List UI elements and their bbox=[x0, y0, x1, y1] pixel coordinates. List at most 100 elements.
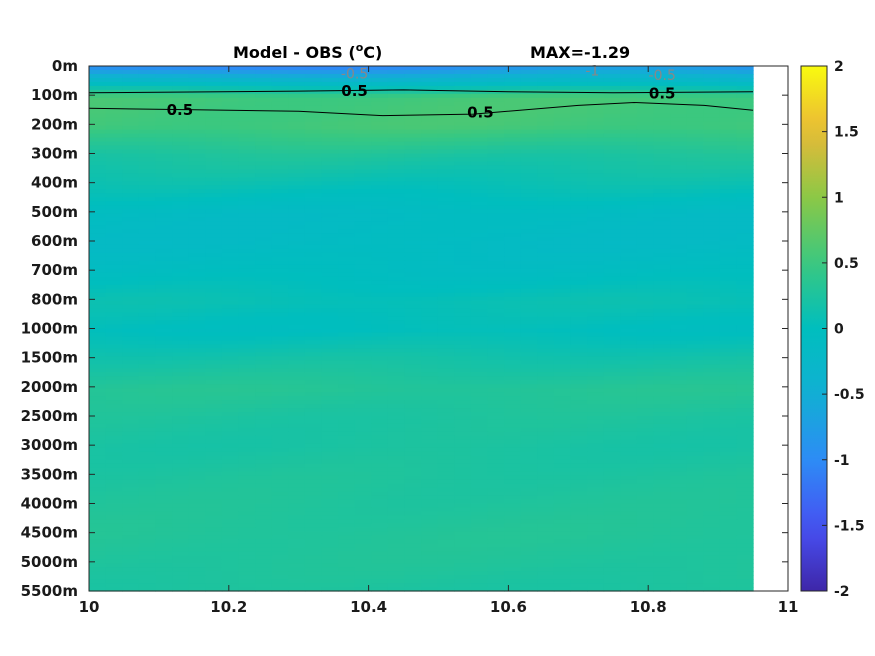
heatmap-cell bbox=[703, 197, 721, 202]
heatmap-cell bbox=[470, 141, 489, 147]
heatmap-cell bbox=[205, 292, 223, 298]
heatmap-cell bbox=[653, 133, 671, 139]
heatmap-cell bbox=[670, 137, 688, 143]
heatmap-cell bbox=[271, 181, 289, 186]
heatmap-cell bbox=[338, 312, 356, 318]
heatmap-cell bbox=[89, 300, 107, 306]
heatmap-cell bbox=[205, 276, 223, 282]
heatmap-cell bbox=[603, 475, 621, 481]
heatmap-cell bbox=[470, 551, 489, 556]
heatmap-cell bbox=[719, 535, 738, 540]
heatmap-cell bbox=[138, 559, 156, 564]
heatmap-cell bbox=[321, 141, 339, 147]
heatmap-cell bbox=[570, 555, 588, 560]
heatmap-cell bbox=[620, 360, 638, 365]
heatmap-cell bbox=[255, 495, 273, 501]
heatmap-cell bbox=[636, 408, 655, 413]
heatmap-cell bbox=[338, 233, 356, 238]
heatmap-cell bbox=[603, 105, 621, 111]
heatmap-cell bbox=[122, 272, 140, 278]
heatmap-cell bbox=[138, 455, 156, 461]
heatmap-cell bbox=[271, 113, 289, 119]
heatmap-cell bbox=[653, 137, 671, 143]
heatmap-cell bbox=[719, 129, 738, 135]
heatmap-cell bbox=[304, 264, 323, 270]
heatmap-cell bbox=[221, 93, 240, 99]
heatmap-cell bbox=[719, 185, 738, 190]
heatmap-cell bbox=[437, 109, 455, 115]
heatmap-cell bbox=[587, 364, 605, 369]
heatmap-cell bbox=[719, 125, 738, 131]
heatmap-cell bbox=[703, 352, 721, 357]
heatmap-cell bbox=[437, 241, 455, 246]
heatmap-cell bbox=[603, 284, 621, 290]
heatmap-cell bbox=[487, 515, 505, 521]
heatmap-cell bbox=[205, 197, 223, 202]
heatmap-cell bbox=[105, 404, 123, 409]
heatmap-cell bbox=[703, 332, 721, 338]
heatmap-cell bbox=[603, 177, 621, 182]
heatmap-cell bbox=[338, 547, 356, 552]
heatmap-cell bbox=[188, 288, 206, 294]
heatmap-cell bbox=[636, 113, 655, 119]
heatmap-cell bbox=[719, 392, 738, 397]
heatmap-cell bbox=[172, 340, 190, 346]
heatmap-cell bbox=[520, 348, 538, 353]
heatmap-cell bbox=[520, 185, 538, 190]
heatmap-cell bbox=[221, 547, 240, 552]
heatmap-cell bbox=[338, 380, 356, 385]
heatmap-cell bbox=[686, 153, 704, 159]
heatmap-cell bbox=[653, 352, 671, 357]
heatmap-cell bbox=[89, 197, 107, 202]
heatmap-cell bbox=[238, 511, 256, 517]
heatmap-cell bbox=[172, 165, 190, 171]
heatmap-cell bbox=[338, 423, 356, 429]
heatmap-cell bbox=[537, 260, 555, 266]
heatmap-cell bbox=[636, 153, 655, 159]
heatmap-cell bbox=[255, 543, 273, 548]
heatmap-cell bbox=[338, 205, 356, 210]
heatmap-cell bbox=[653, 396, 671, 401]
heatmap-cell bbox=[504, 372, 522, 377]
heatmap-cell bbox=[271, 463, 289, 469]
heatmap-cell bbox=[653, 141, 671, 147]
heatmap-cell bbox=[636, 66, 655, 71]
heatmap-cell bbox=[172, 233, 190, 238]
heatmap-cell bbox=[686, 157, 704, 163]
heatmap-cell bbox=[387, 523, 406, 528]
heatmap-cell bbox=[205, 551, 223, 556]
heatmap-cell bbox=[255, 244, 273, 250]
heatmap-cell bbox=[404, 539, 422, 544]
heatmap-cell bbox=[205, 491, 223, 497]
heatmap-cell bbox=[304, 308, 323, 314]
heatmap-cell bbox=[437, 73, 455, 79]
heatmap-cell bbox=[321, 352, 339, 357]
heatmap-cell bbox=[470, 256, 489, 262]
heatmap-cell bbox=[89, 316, 107, 322]
heatmap-cell bbox=[371, 153, 389, 159]
heatmap-cell bbox=[221, 427, 240, 433]
heatmap-cell bbox=[470, 153, 489, 159]
heatmap-cell bbox=[205, 77, 223, 83]
heatmap-cell bbox=[454, 320, 472, 326]
heatmap-cell bbox=[653, 260, 671, 266]
heatmap-cell bbox=[221, 328, 240, 334]
heatmap-cell bbox=[537, 193, 555, 198]
heatmap-cell bbox=[537, 503, 555, 509]
heatmap-cell bbox=[703, 507, 721, 513]
heatmap-cell bbox=[238, 117, 256, 123]
heatmap-cell bbox=[138, 551, 156, 556]
heatmap-cell bbox=[470, 288, 489, 294]
heatmap-cell bbox=[172, 288, 190, 294]
heatmap-cell bbox=[570, 467, 588, 473]
heatmap-cell bbox=[553, 483, 572, 489]
heatmap-cell bbox=[89, 455, 107, 461]
heatmap-cell bbox=[188, 412, 206, 417]
heatmap-cell bbox=[188, 551, 206, 556]
heatmap-cell bbox=[221, 141, 240, 147]
heatmap-cell bbox=[205, 193, 223, 198]
heatmap-cell bbox=[404, 304, 422, 310]
heatmap-cell bbox=[570, 431, 588, 437]
heatmap-cell bbox=[288, 237, 306, 242]
heatmap-cell bbox=[255, 408, 273, 413]
